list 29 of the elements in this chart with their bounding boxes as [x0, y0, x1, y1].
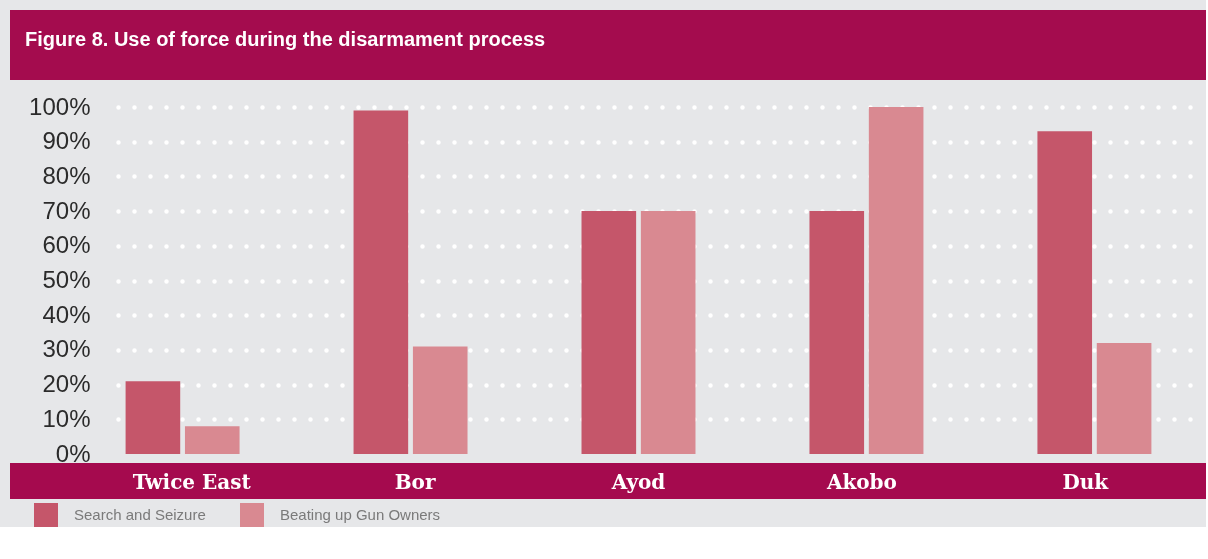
y-tick-label: 90% — [42, 127, 91, 155]
bar — [353, 110, 409, 454]
x-tick-label: Ayod — [610, 470, 666, 494]
x-tick-label: Akobo — [825, 470, 897, 494]
y-tick-label: 40% — [42, 300, 91, 328]
bar — [1037, 131, 1093, 454]
legend-label: Beating up Gun Owners — [280, 506, 441, 523]
y-tick-label: 60% — [42, 231, 91, 259]
chart-title: Figure 8. Use of force during the disarmament process — [25, 28, 546, 50]
legend-label: Search and Seizure — [74, 506, 206, 523]
x-tick-label: Duk — [1062, 470, 1110, 494]
bar — [125, 381, 181, 454]
bar — [1096, 342, 1152, 454]
bar — [640, 211, 696, 454]
y-tick-label: 20% — [42, 370, 91, 398]
y-tick-label: 70% — [42, 196, 91, 224]
bar — [581, 211, 637, 454]
y-tick-label: 100% — [29, 92, 91, 120]
y-tick-label: 50% — [42, 266, 91, 293]
x-tick-label: Twice East — [132, 470, 252, 494]
x-tick-label: Bor — [394, 470, 436, 494]
bar — [184, 426, 240, 454]
y-tick-label: 0% — [55, 439, 91, 467]
y-tick-label: 30% — [42, 335, 91, 363]
y-tick-label: 80% — [42, 161, 91, 189]
y-tick-label: 10% — [42, 404, 91, 432]
bar — [809, 211, 865, 454]
bar — [868, 107, 924, 454]
bar — [412, 346, 468, 454]
